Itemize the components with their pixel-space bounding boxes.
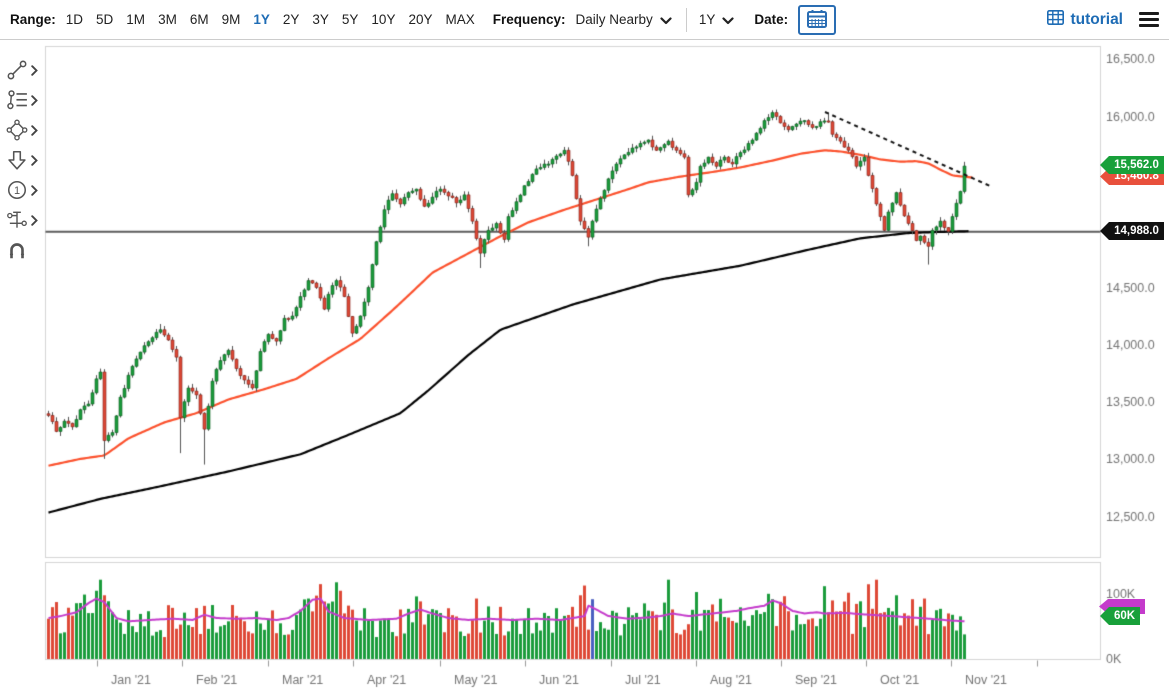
range-6m[interactable]: 6M (189, 12, 209, 27)
range-9m[interactable]: 9M (221, 12, 241, 27)
range-10y[interactable]: 10Y (371, 12, 396, 27)
top-toolbar: Range: 1D 5D 1M 3M 6M 9M 1Y 2Y 3Y 5Y 10Y… (0, 0, 1169, 40)
range-3y[interactable]: 3Y (312, 12, 329, 27)
range-1d[interactable]: 1D (65, 12, 84, 27)
chevron-down-icon (660, 13, 672, 28)
range-5d[interactable]: 5D (96, 12, 114, 27)
chevron-down-icon (722, 13, 734, 28)
range-1y-selected[interactable]: 1Y (253, 12, 270, 27)
toolbar-separator (685, 7, 687, 32)
date-picker-button[interactable] (798, 4, 837, 35)
frequency-value: Daily Nearby (575, 12, 653, 27)
period-dropdown[interactable]: 1Y (699, 11, 735, 28)
menu-hamburger-icon[interactable] (1139, 12, 1159, 27)
range-selector: 1D 5D 1M 3M 6M 9M 1Y 2Y 3Y 5Y 10Y 20Y MA… (66, 12, 475, 27)
last-price-badge: 15,562.0 (1100, 156, 1164, 174)
range-20y[interactable]: 20Y (408, 12, 433, 27)
calendar-icon (807, 9, 828, 31)
range-2y[interactable]: 2Y (282, 12, 300, 27)
price-chart-canvas[interactable] (0, 41, 1169, 693)
date-label: Date: (754, 12, 789, 27)
frequency-label: Frequency: (492, 12, 566, 27)
range-5y[interactable]: 5Y (341, 12, 359, 27)
tutorial-film-icon (1047, 9, 1065, 30)
volume-value-badge: 60K (1100, 607, 1140, 625)
range-3m[interactable]: 3M (158, 12, 177, 27)
period-value: 1Y (698, 12, 716, 27)
range-max[interactable]: MAX (445, 12, 475, 27)
brand: tutorial (1047, 9, 1123, 30)
range-1m[interactable]: 1M (126, 12, 146, 27)
frequency-dropdown[interactable]: Daily Nearby (576, 11, 672, 28)
brand-name: tutorial (1070, 10, 1123, 28)
ma-slow-value-badge: 14,988.0 (1100, 222, 1164, 240)
range-label: Range: (10, 12, 56, 27)
